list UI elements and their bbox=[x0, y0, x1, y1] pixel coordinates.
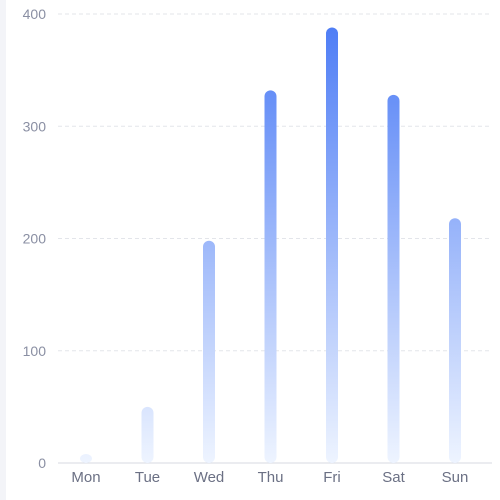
x-tick-label: Sun bbox=[442, 469, 469, 486]
x-tick-label: Wed bbox=[194, 469, 225, 486]
bar-mon[interactable] bbox=[80, 454, 92, 463]
weekly-bar-chart: 0 100 200 300 400 Mon Tue Wed Thu Fri Sat Sun bbox=[23, 6, 492, 486]
y-tick-label: 300 bbox=[23, 118, 47, 134]
y-tick-label: 400 bbox=[23, 6, 47, 22]
y-tick-label: 0 bbox=[38, 455, 46, 471]
x-tick-label: Tue bbox=[135, 469, 160, 486]
x-tick-label: Fri bbox=[323, 469, 341, 486]
bar-sun[interactable] bbox=[449, 218, 461, 463]
x-tick-label: Sat bbox=[382, 469, 405, 486]
y-axis-labels: 0 100 200 300 400 bbox=[23, 6, 47, 471]
y-tick-label: 200 bbox=[23, 231, 47, 247]
chart-card: 0 100 200 300 400 Mon Tue Wed Thu Fri Sat Sun bbox=[6, 0, 500, 500]
bar-thu[interactable] bbox=[264, 90, 277, 463]
bar-sat[interactable] bbox=[387, 94, 400, 463]
bars bbox=[80, 27, 461, 463]
bar-fri[interactable] bbox=[326, 27, 338, 463]
bar-wed[interactable] bbox=[203, 240, 215, 463]
bar-tue[interactable] bbox=[141, 406, 154, 463]
x-tick-label: Mon bbox=[71, 469, 100, 486]
y-tick-label: 100 bbox=[23, 343, 47, 359]
x-axis-labels: Mon Tue Wed Thu Fri Sat Sun bbox=[71, 469, 468, 486]
x-tick-label: Thu bbox=[258, 469, 284, 486]
